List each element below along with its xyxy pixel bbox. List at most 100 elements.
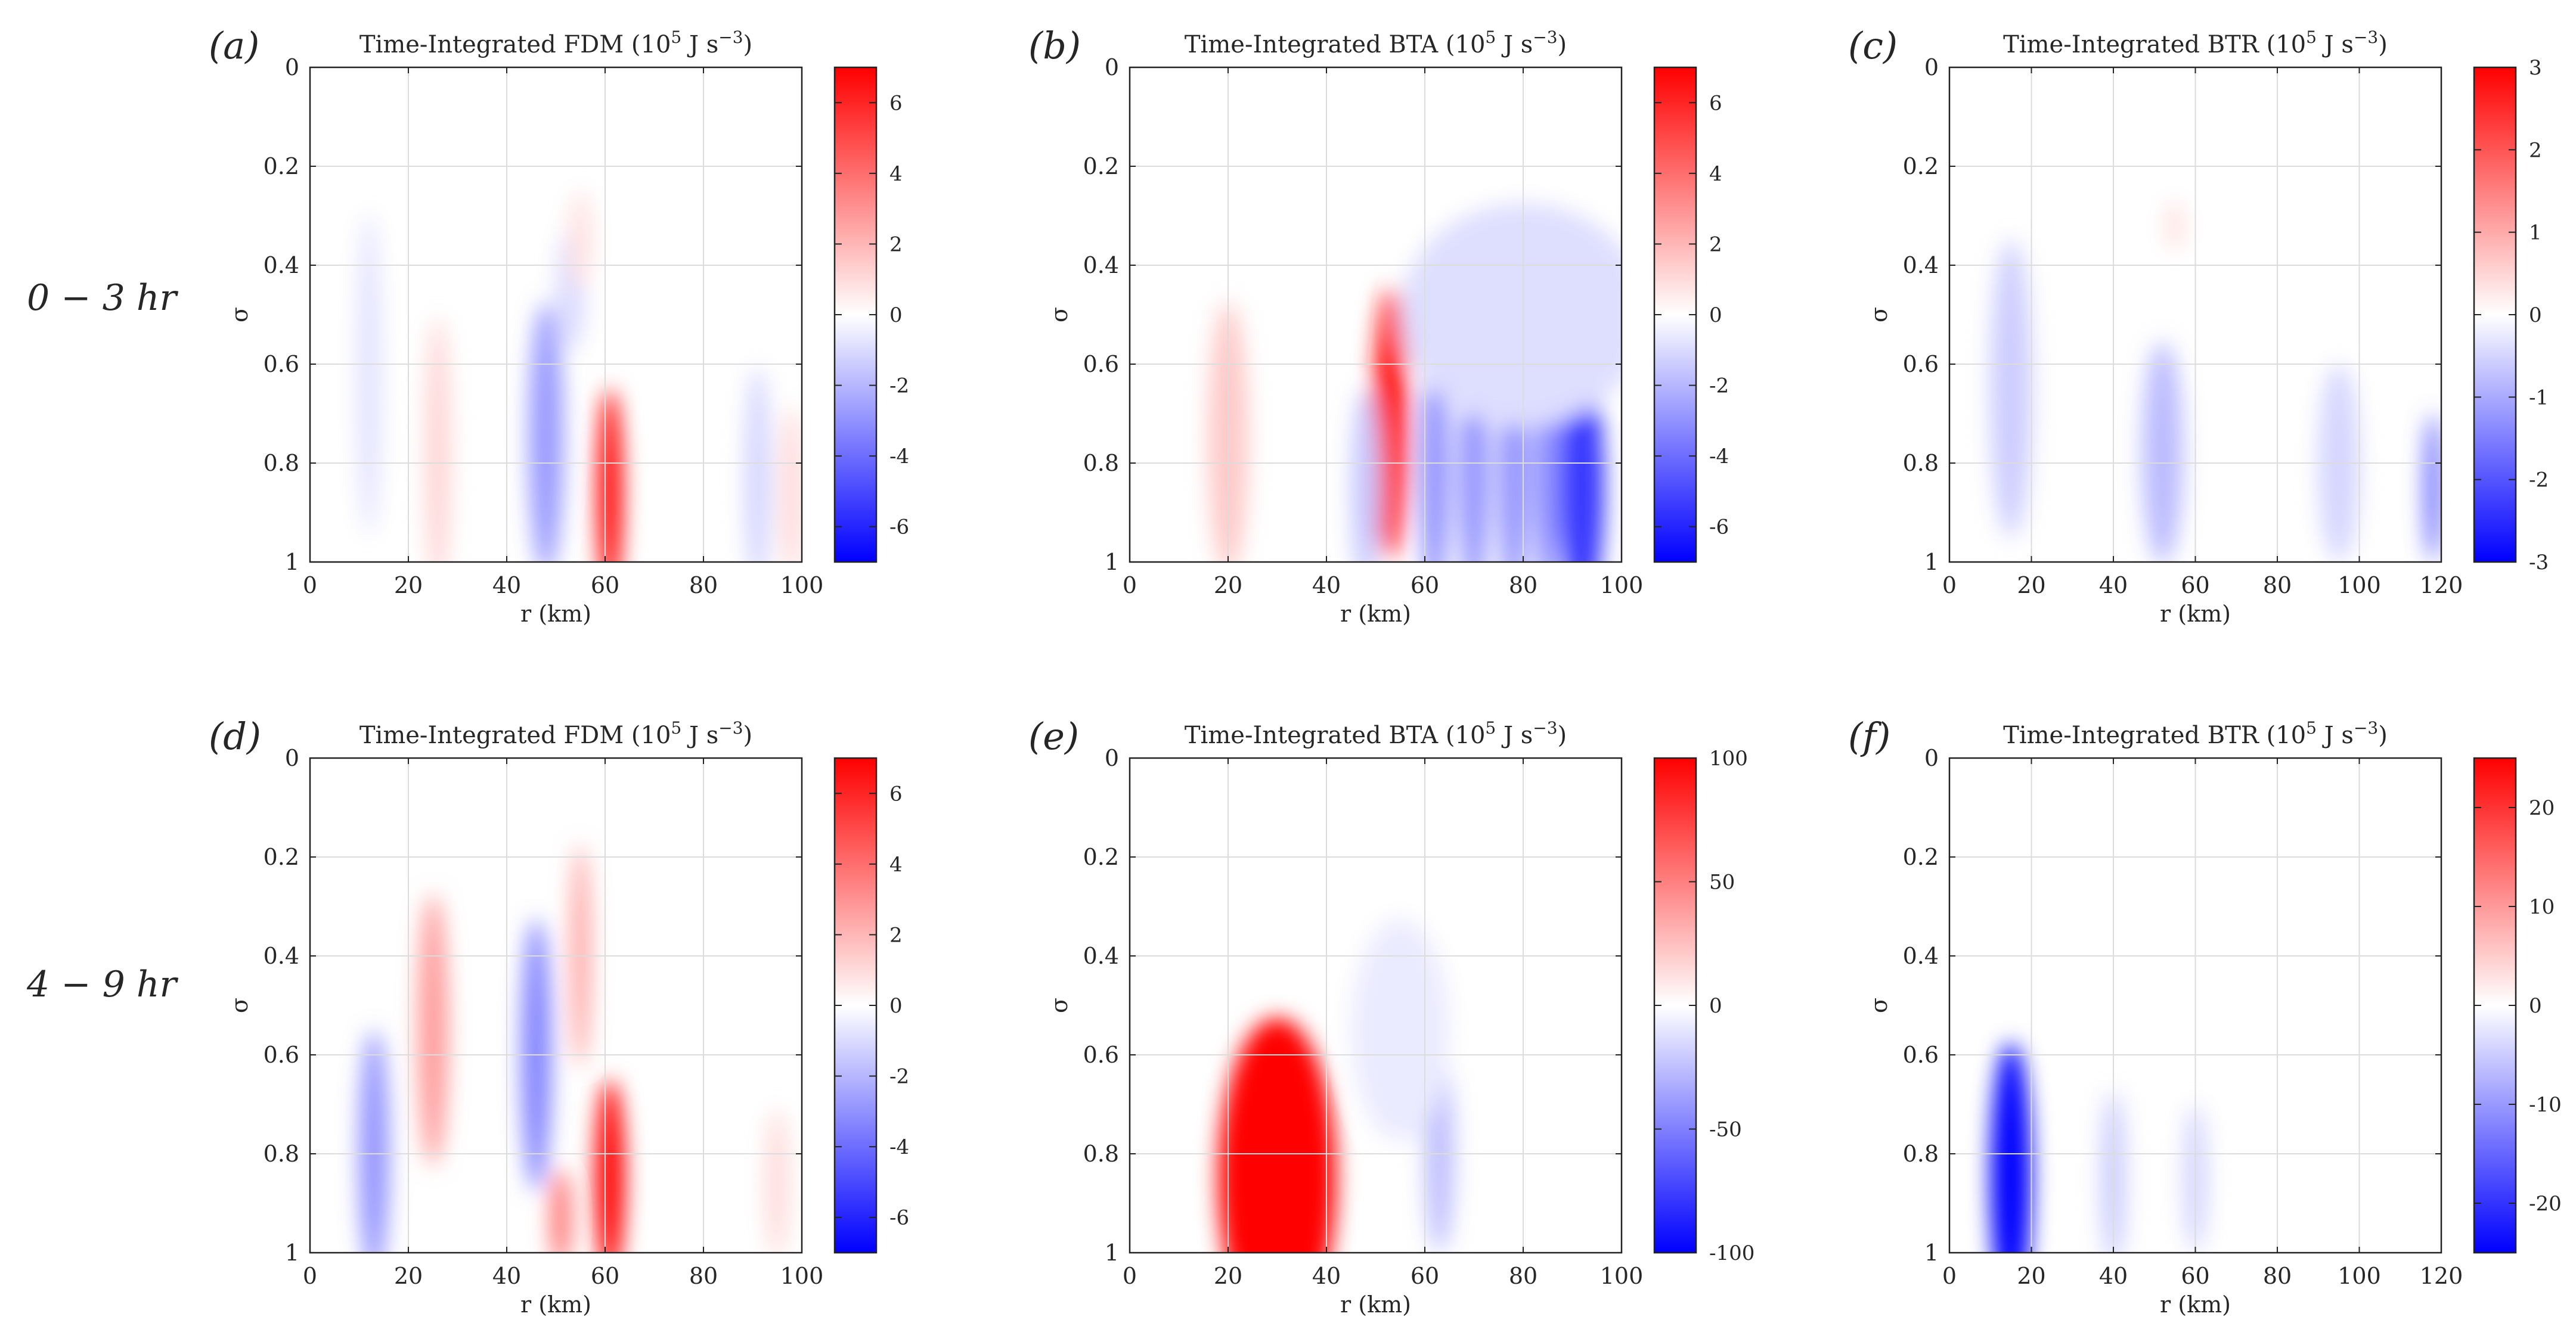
colorbar-tick-label: -3 (2529, 551, 2549, 575)
colorbar-tick-label: 1 (2529, 221, 2542, 245)
colorbar-tick-label: 2 (1709, 232, 1722, 256)
y-tick-label: 0.4 (264, 943, 299, 969)
x-axis-label: r (km) (1340, 601, 1411, 627)
y-tick-label: 1 (1105, 1240, 1119, 1266)
x-tick-label: 80 (2263, 1263, 2292, 1289)
x-tick-label: 20 (1214, 572, 1242, 598)
x-tick-label: 40 (1312, 572, 1341, 598)
x-tick-label: 80 (2263, 572, 2292, 598)
y-tick-label: 0 (285, 54, 299, 80)
panel-label: (d) (209, 715, 261, 758)
x-tick-label: 0 (1123, 1263, 1137, 1289)
colorbar-tick-label: -2 (1709, 374, 1729, 398)
colorbar-tick-label: -2 (889, 1065, 909, 1089)
panel-label: (a) (209, 24, 259, 67)
x-tick-label: 60 (1411, 1263, 1439, 1289)
y-tick-label: 0.8 (1903, 450, 1939, 476)
colorbar-tick-label: 2 (889, 923, 903, 947)
y-tick-label: 0.6 (1083, 1042, 1119, 1068)
x-tick-label: 100 (780, 1263, 824, 1289)
x-tick-label: 100 (780, 572, 824, 598)
panel-title: Time-Integrated BTA (105 J s−3) (1185, 718, 1567, 749)
row-label-0-3hr: 0 − 3 hr (27, 277, 178, 319)
heatmap-feature-6 (597, 389, 622, 562)
heatmap-feature-3 (529, 302, 563, 562)
y-tick-label: 0.8 (1903, 1141, 1939, 1167)
y-tick-label: 0.4 (1083, 943, 1119, 969)
colorbar-tick-label: 50 (1709, 871, 1735, 895)
heatmap-feature-2 (2142, 341, 2183, 562)
y-tick-label: 0.6 (264, 1042, 299, 1068)
plot-area (310, 758, 802, 1253)
colorbar-tick-label: -2 (2529, 468, 2549, 492)
panel-title: Time-Integrated BTR (105 J s−3) (2003, 718, 2388, 749)
colorbar: -6 -4 -2 0 2 4 6 (833, 757, 909, 1254)
heatmap-feature-7 (765, 1109, 790, 1253)
colorbar: -6 -4 -2 0 2 4 6 (1653, 66, 1729, 563)
panel-title: Time-Integrated BTR (105 J s−3) (2003, 27, 2388, 58)
heatmap-feature-3 (1351, 918, 1450, 1142)
y-axis-label: σ (1046, 307, 1072, 322)
y-tick-label: 0.4 (1903, 943, 1939, 969)
y-tick-label: 0 (1105, 745, 1119, 771)
x-tick-label: 0 (1123, 572, 1137, 598)
panel-e: 0 20 40 60 80 100 0 0.2 0.4 0.6 0.8 1 r (km) σ (e) Time… (1028, 715, 1754, 1318)
colorbar-tick-label: -6 (1709, 516, 1729, 539)
colorbar-tick-label: 0 (1709, 994, 1722, 1018)
x-tick-label: 0 (303, 572, 317, 598)
x-tick-label: 40 (2099, 572, 2128, 598)
colorbar-tick-label: -100 (1709, 1241, 1754, 1265)
heatmap-feature-1 (1990, 240, 2032, 538)
colorbar-tick-label: -20 (2529, 1192, 2562, 1216)
grid-lines (310, 67, 802, 562)
row-label-4-9hr: 4 − 9 hr (26, 964, 178, 1005)
x-tick-label: 80 (1509, 572, 1537, 598)
colorbar-tick-label: 0 (2529, 303, 2542, 327)
axes-box (1129, 757, 1623, 1254)
x-tick-label: 80 (689, 572, 718, 598)
colorbar-tick-label: -2 (889, 374, 909, 398)
panel-label: (c) (1848, 24, 1898, 67)
colorbar-tick-label: 100 (1709, 747, 1748, 771)
colorbar-tick-label: -4 (889, 1135, 909, 1159)
colorbar-tick-label: -6 (889, 516, 909, 539)
axes-box (309, 757, 803, 1254)
grid-lines (1949, 67, 2441, 562)
y-tick-label: 0.6 (264, 351, 299, 377)
panel-title: Time-Integrated FDM (105 J s−3) (359, 27, 752, 58)
y-tick-label: 1 (285, 549, 299, 575)
colorbar-tick-label: -10 (2529, 1093, 2562, 1117)
heatmap-feature-6 (595, 1079, 625, 1253)
y-tick-label: 0 (1924, 745, 1939, 771)
y-tick-label: 0.8 (1083, 1141, 1119, 1167)
colorbar-tick-label: 4 (889, 162, 903, 186)
colorbar-tick-label: 4 (1709, 162, 1722, 186)
y-tick-label: 0.4 (1903, 252, 1939, 278)
y-tick-label: 0.2 (264, 844, 299, 870)
y-axis-label: σ (227, 307, 253, 322)
y-tick-label: 1 (1105, 549, 1119, 575)
x-tick-label: 40 (2099, 1263, 2128, 1289)
y-tick-label: 0.8 (264, 1141, 299, 1167)
x-axis-label: r (km) (2160, 601, 2231, 627)
colorbar-tick-label: 2 (2529, 138, 2542, 162)
heatmap-feature-2 (418, 894, 448, 1166)
x-tick-label: 120 (2420, 572, 2463, 598)
heatmap-feature-5 (2425, 414, 2441, 562)
x-tick-label: 100 (2338, 572, 2381, 598)
y-tick-label: 0.6 (1903, 351, 1939, 377)
grid-lines (310, 758, 802, 1253)
colorbar-tick-label: -50 (1709, 1118, 1742, 1142)
y-axis-label: σ (1866, 998, 1892, 1013)
x-tick-label: 40 (492, 572, 521, 598)
x-tick-label: 40 (492, 1263, 521, 1289)
x-tick-label: 60 (2181, 572, 2209, 598)
x-tick-label: 20 (2017, 572, 2045, 598)
x-tick-label: 40 (1312, 1263, 1341, 1289)
x-axis-label: r (km) (2160, 1291, 2231, 1318)
x-tick-label: 100 (1600, 1263, 1644, 1289)
colorbar-tick-label: 6 (1709, 91, 1722, 115)
